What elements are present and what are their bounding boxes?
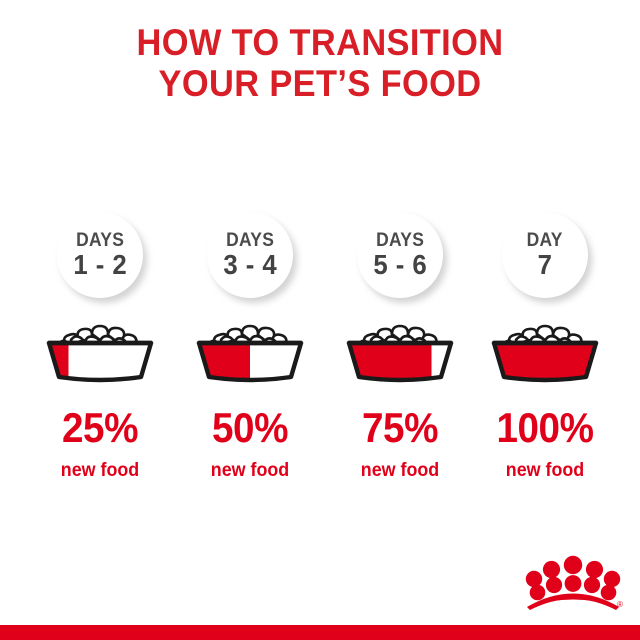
day-badge-2: DAYS 3 - 4 <box>207 212 293 298</box>
percent-caption-3: new food <box>360 460 440 481</box>
food-bowl-icon-4 <box>482 313 608 385</box>
day-badge-4: DAY 7 <box>502 212 588 298</box>
percent-value-2: 50% <box>212 404 288 451</box>
day-badge-range-3: 5 - 6 <box>373 249 427 280</box>
day-badge-label-3: DAYS <box>375 230 425 251</box>
bottom-accent-bar <box>0 625 640 640</box>
day-badge-label-4: DAY <box>526 230 564 251</box>
food-bowl-icon-3 <box>337 313 463 385</box>
percent-block-2: 50% new food <box>175 406 325 482</box>
day-badge-label-2: DAYS <box>225 230 275 251</box>
percent-value-1: 25% <box>62 404 138 451</box>
transition-step-1: DAYS 1 - 2 <box>25 200 175 510</box>
percent-caption-1: new food <box>60 460 140 481</box>
transition-step-2: DAYS 3 - 4 <box>175 200 325 510</box>
day-badge-range-2: 3 - 4 <box>223 249 277 280</box>
percent-block-3: 75% new food <box>325 406 475 482</box>
title-line-2: YOUR PET’S FOOD <box>158 63 482 104</box>
registered-mark: ® <box>617 600 623 609</box>
day-badge-range-1: 1 - 2 <box>73 249 127 280</box>
day-badge-label-1: DAYS <box>75 230 125 251</box>
percent-value-4: 100% <box>496 404 594 451</box>
percent-caption-4: new food <box>505 460 585 481</box>
percent-caption-2: new food <box>210 460 290 481</box>
percent-value-3: 75% <box>362 404 438 451</box>
day-badge-range-4: 7 <box>537 249 553 280</box>
day-badge-1: DAYS 1 - 2 <box>57 212 143 298</box>
percent-block-1: 25% new food <box>25 406 175 482</box>
day-badge-3: DAYS 5 - 6 <box>357 212 443 298</box>
percent-block-4: 100% new food <box>470 406 620 482</box>
transition-step-4: DAY 7 <box>470 200 620 510</box>
food-bowl-icon-2 <box>187 313 313 385</box>
transition-step-3: DAYS 5 - 6 <box>325 200 475 510</box>
royal-canin-crown-icon: ® <box>521 552 625 616</box>
page-title: HOW TO TRANSITION YOUR PET’S FOOD <box>0 22 640 104</box>
title-line-1: HOW TO TRANSITION <box>136 22 504 63</box>
transition-steps: DAYS 1 - 2 <box>0 200 640 510</box>
food-bowl-icon-1 <box>37 313 163 385</box>
